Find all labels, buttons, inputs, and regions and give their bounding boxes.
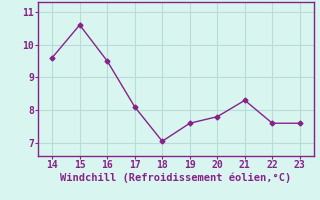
X-axis label: Windchill (Refroidissement éolien,°C): Windchill (Refroidissement éolien,°C): [60, 173, 292, 183]
